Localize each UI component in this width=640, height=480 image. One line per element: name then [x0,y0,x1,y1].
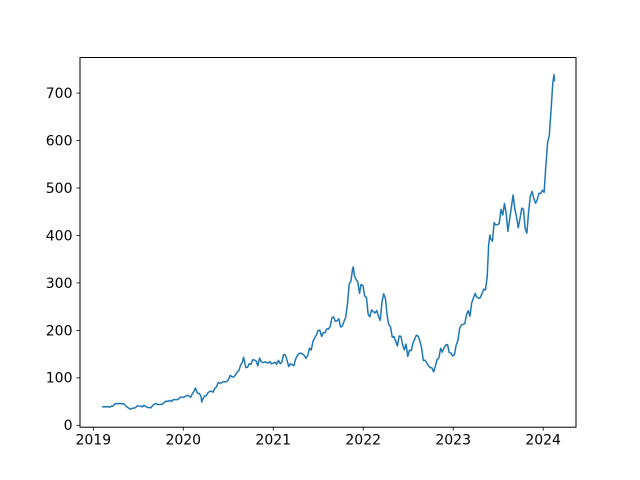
x-tick-label: 2019 [75,433,111,449]
series-group [101,73,556,410]
y-tick-label: 200 [46,323,73,339]
x-tick-label: 2023 [435,433,471,449]
plot-area [79,57,577,428]
x-tick-label: 2020 [165,433,201,449]
price-line [101,73,556,410]
x-tick-label: 2024 [525,433,561,449]
y-tick-label: 600 [46,133,73,149]
y-tick-label: 0 [64,418,73,434]
y-tick-label: 500 [46,181,73,197]
y-tick-label: 100 [46,371,73,387]
x-tick-label: 2022 [345,433,381,449]
y-axis: 0 100 200 300 400 500 600 700 [46,86,80,434]
x-axis: 2019 2020 2021 2022 2023 2024 [75,427,561,449]
x-tick-label: 2021 [255,433,291,449]
y-tick-label: 300 [46,276,73,292]
axes-frame [79,57,577,428]
y-tick-label: 700 [46,86,73,102]
y-tick-label: 400 [46,228,73,244]
